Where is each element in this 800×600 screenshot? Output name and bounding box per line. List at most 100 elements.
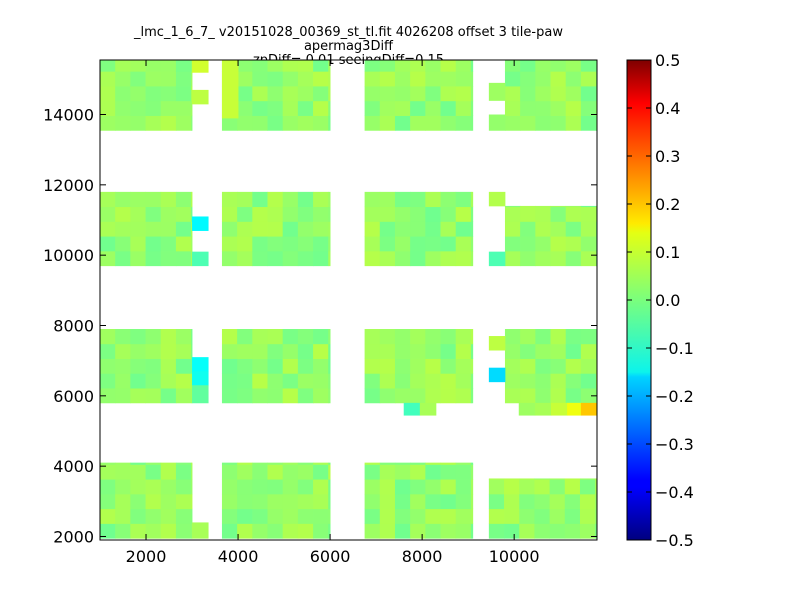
heatmap-cell	[394, 508, 411, 524]
heatmap-cell	[237, 388, 253, 404]
heatmap-cell	[175, 464, 192, 480]
heatmap-cell	[470, 191, 474, 208]
heatmap-cell	[425, 479, 441, 495]
heatmap-cell	[130, 388, 146, 404]
heatmap-cell	[550, 206, 567, 222]
heatmap-cell	[191, 373, 193, 389]
heatmap-cell	[565, 221, 582, 237]
heatmap-cell	[221, 462, 238, 465]
heatmap-cell	[100, 373, 116, 389]
heatmap-cell	[175, 493, 192, 510]
heatmap-cell	[191, 71, 193, 87]
heatmap-cell	[160, 191, 177, 208]
heatmap-cell	[100, 100, 116, 116]
heatmap-cell	[410, 523, 426, 539]
heatmap-cell	[297, 373, 314, 389]
heatmap-cell	[282, 508, 299, 524]
heatmap-cell	[410, 191, 426, 208]
heatmap-cell	[579, 523, 596, 539]
heatmap-cell	[175, 343, 192, 359]
heatmap-cell	[364, 358, 381, 374]
colorbar-tick-label: −0.1	[655, 339, 694, 358]
heatmap-cell	[313, 221, 329, 237]
heatmap-cell	[191, 86, 193, 102]
heatmap-cell	[130, 100, 146, 116]
heatmap-cell	[564, 508, 581, 524]
heatmap-cell	[145, 523, 162, 539]
heatmap-cell	[313, 343, 329, 359]
heatmap-cell	[520, 236, 536, 252]
heatmap-cell	[237, 373, 253, 389]
heatmap-cell	[115, 523, 131, 539]
y-tick-label: 12000	[43, 176, 94, 195]
heatmap-cell	[520, 221, 536, 237]
heatmap-cell	[535, 373, 551, 389]
heatmap-cell	[115, 508, 131, 524]
heatmap-cell	[130, 508, 146, 524]
heatmap-cell	[580, 388, 597, 404]
heatmap-cell	[252, 100, 268, 116]
heatmap-cell	[191, 250, 193, 267]
heatmap-cell	[297, 71, 314, 87]
heatmap-cell	[145, 508, 162, 524]
heatmap-cell	[410, 86, 426, 102]
heatmap-cell	[394, 115, 411, 131]
colorbar-tick-label: 0.1	[655, 243, 680, 262]
heatmap-cell	[410, 115, 426, 131]
heatmap-cell	[519, 493, 535, 510]
heatmap-cell	[252, 373, 268, 389]
heatmap-cell	[267, 206, 284, 222]
heatmap-cell	[550, 373, 567, 389]
heatmap-cell	[535, 115, 551, 131]
heatmap-cell	[565, 250, 582, 267]
heatmap-cell	[100, 358, 116, 374]
heatmap-cell	[364, 221, 381, 237]
heatmap-cell	[267, 464, 284, 480]
heatmap-cell	[564, 493, 581, 510]
heatmap-cell	[282, 71, 299, 87]
heatmap-cell	[410, 71, 426, 87]
heatmap-cell	[470, 71, 474, 87]
heatmap-cell	[534, 508, 550, 524]
heatmap-cell	[313, 60, 329, 72]
heatmap-cell	[297, 523, 314, 539]
heatmap-cell	[470, 329, 474, 345]
heatmap-cell	[191, 100, 193, 116]
heatmap-cell	[221, 479, 238, 495]
heatmap-cell	[394, 71, 411, 87]
heatmap-cell	[115, 329, 131, 345]
y-tick-label: 2000	[53, 527, 94, 546]
heatmap-cell	[394, 250, 411, 267]
heatmap-cell	[455, 115, 472, 131]
heatmap-cell	[145, 343, 162, 359]
heatmap-cell	[535, 388, 551, 404]
heatmap-cell	[410, 236, 426, 252]
heatmap-cell	[115, 115, 131, 131]
heatmap-cell	[115, 86, 131, 102]
heatmap-cell	[425, 329, 441, 345]
heatmap-cell	[580, 402, 598, 416]
heatmap-cell	[252, 191, 268, 208]
heatmap-cell	[297, 343, 314, 359]
heatmap-cell	[192, 60, 209, 73]
heatmap-cell	[252, 462, 268, 465]
heatmap-cell	[565, 60, 582, 72]
heatmap-cell	[237, 250, 253, 267]
heatmap-cell	[470, 221, 474, 237]
heatmap-cell	[252, 206, 268, 222]
heatmap-cell	[504, 71, 521, 87]
heatmap-cell	[364, 462, 381, 465]
heatmap-cell	[328, 250, 331, 267]
heatmap-cell	[175, 60, 192, 72]
heatmap-cell	[100, 86, 116, 102]
heatmap-cell	[328, 221, 331, 237]
heatmap-cell	[534, 402, 552, 416]
heatmap-cell	[192, 522, 209, 539]
heatmap-cell	[252, 464, 268, 480]
heatmap-cell	[549, 478, 566, 480]
heatmap-cell	[550, 115, 567, 131]
heatmap-cell	[267, 115, 284, 131]
heatmap-cell	[440, 100, 457, 116]
heatmap-cell	[221, 388, 238, 404]
heatmap-cell	[191, 462, 193, 465]
